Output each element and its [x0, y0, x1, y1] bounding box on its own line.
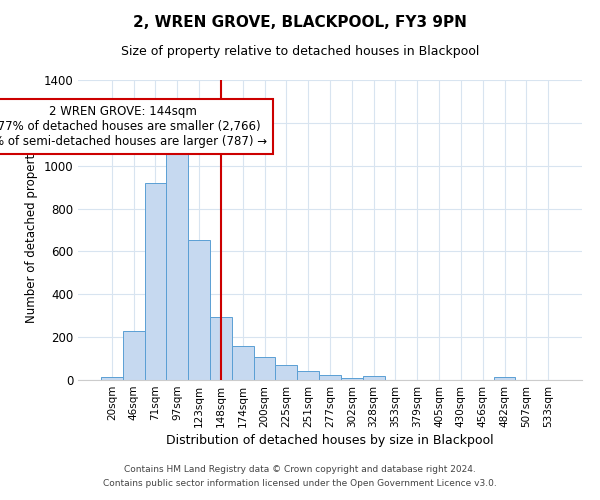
Bar [254, 357, 275, 380]
Y-axis label: Number of detached properties: Number of detached properties [25, 137, 38, 323]
Bar [123, 331, 145, 380]
X-axis label: Distribution of detached houses by size in Blackpool: Distribution of detached houses by size … [166, 434, 494, 447]
Text: Size of property relative to detached houses in Blackpool: Size of property relative to detached ho… [121, 45, 479, 58]
Bar [166, 148, 188, 380]
Bar [210, 317, 232, 380]
Bar [363, 376, 385, 380]
Bar [145, 184, 166, 380]
Bar [494, 377, 515, 380]
Bar [297, 372, 319, 380]
Bar [188, 240, 210, 380]
Bar [232, 346, 254, 380]
Text: 2 WREN GROVE: 144sqm
← 77% of detached houses are smaller (2,766)
22% of semi-de: 2 WREN GROVE: 144sqm ← 77% of detached h… [0, 104, 267, 148]
Bar [275, 365, 297, 380]
Bar [101, 377, 123, 380]
Bar [341, 378, 363, 380]
Text: Contains HM Land Registry data © Crown copyright and database right 2024.
Contai: Contains HM Land Registry data © Crown c… [103, 466, 497, 487]
Bar [319, 376, 341, 380]
Text: 2, WREN GROVE, BLACKPOOL, FY3 9PN: 2, WREN GROVE, BLACKPOOL, FY3 9PN [133, 15, 467, 30]
